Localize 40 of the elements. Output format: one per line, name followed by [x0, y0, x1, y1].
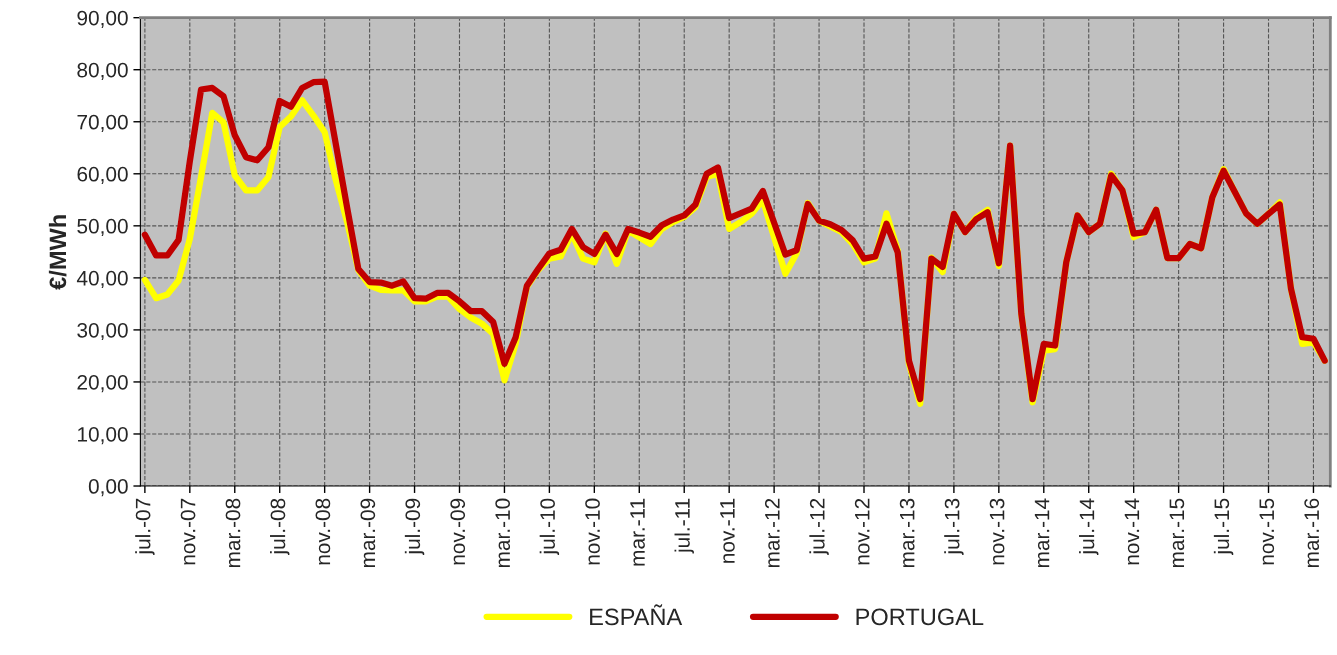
x-tick-label: jul.-08	[270, 498, 290, 556]
x-tick-label: nov.-10	[585, 498, 600, 565]
y-tick-label: 30,00	[77, 322, 128, 341]
x-tick-label: mar.-10	[495, 498, 511, 568]
x-tick-label: mar.-13	[899, 498, 915, 568]
x-tick-label: mar.-12	[764, 498, 780, 568]
x-tick-label: jul.-15	[1213, 498, 1234, 556]
y-tick-label: 90,00	[77, 10, 128, 28]
x-tick-label: jul.-14	[1079, 498, 1099, 556]
x-tick-label: mar.-16	[1304, 498, 1320, 568]
x-tick-label: mar.-08	[225, 498, 241, 568]
x-tick-label: mar.-15	[1169, 498, 1185, 568]
x-tick-label: nov.-11	[720, 498, 735, 563]
x-tick-label: nov.-08	[315, 498, 331, 565]
x-tick-label: nov.-13	[989, 498, 1005, 565]
x-tick-label: nov.-14	[1124, 498, 1140, 565]
y-tick-label: 10,00	[78, 426, 128, 445]
x-tick-label: jul.-10	[539, 498, 560, 556]
x-tick-label: nov.-15	[1259, 498, 1275, 565]
y-tick-label: 40,00	[76, 270, 128, 289]
y-tick-label: 80,00	[77, 62, 128, 80]
x-tick-label: jul.-13	[944, 498, 964, 556]
y-tick-label: 20,00	[77, 374, 128, 393]
x-tick-label: mar.-14	[1034, 498, 1050, 568]
x-tick-label: jul.-07	[135, 498, 155, 556]
x-tick-label: jul.-09	[404, 498, 425, 556]
x-tick-label: nov.-09	[450, 498, 466, 565]
x-tick-label: jul.-11	[674, 498, 694, 554]
legend-label: PORTUGAL	[856, 608, 984, 626]
y-tick-label: 60,00	[77, 166, 128, 185]
y-tick-label: 0,00	[88, 479, 128, 497]
y-tick-label: 50,00	[77, 218, 128, 237]
x-tick-label: nov.-12	[854, 498, 870, 565]
x-tick-label: jul.-12	[809, 498, 829, 556]
x-tick-label: mar.-11	[630, 498, 645, 566]
x-tick-label: mar.-09	[360, 498, 376, 568]
legend-label: ESPAÑA	[590, 604, 683, 626]
x-tick-label: nov.-07	[180, 498, 196, 565]
y-tick-label: 70,00	[77, 114, 128, 132]
y-axis-title: €/MWh	[48, 215, 67, 290]
